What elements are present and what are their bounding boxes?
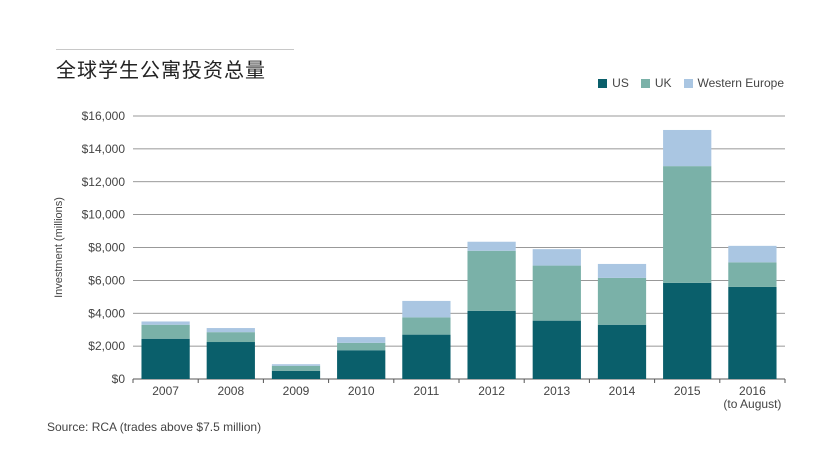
bar-uk (206, 332, 255, 343)
bar-us (597, 324, 647, 379)
y-tick-label: $2,000 (88, 339, 125, 353)
legend-swatch-us (598, 78, 608, 88)
x-tick-label: 2011 (413, 384, 439, 398)
bar-western-europe (728, 245, 777, 263)
y-tick-label: $12,000 (82, 175, 126, 189)
bar-us (337, 350, 386, 379)
bar-uk (597, 277, 647, 325)
bar-us (271, 370, 321, 379)
y-tick-label: $16,000 (82, 109, 126, 123)
bar-western-europe (271, 364, 321, 366)
bar-western-europe (337, 337, 386, 343)
legend-label-us: US (612, 76, 629, 90)
bar-western-europe (402, 300, 451, 318)
bar-uk (402, 317, 451, 335)
y-tick-label: $6,000 (88, 273, 125, 287)
bar-uk (271, 365, 321, 371)
y-tick-label: $8,000 (88, 241, 125, 255)
legend-item-us: US (598, 76, 629, 90)
x-tick-label: 2012 (478, 384, 505, 398)
bar-western-europe (206, 328, 255, 333)
x-tick-label: 2014 (609, 384, 636, 398)
bar-uk (141, 324, 190, 339)
legend-swatch-uk (640, 78, 650, 88)
bar-western-europe (597, 263, 647, 278)
x-tick-label: 2007 (152, 384, 179, 398)
legend-label-western-europe: Western Europe (697, 76, 785, 90)
y-tick-label: $14,000 (82, 142, 126, 156)
source-note: Source: RCA (trades above $7.5 million) (47, 420, 262, 434)
x-tick-label: 2016 (739, 384, 766, 398)
bar-western-europe (532, 249, 581, 266)
bar-uk (337, 342, 386, 351)
bar-us (141, 338, 190, 379)
y-tick-label: $4,000 (88, 306, 125, 320)
y-axis-title: Investment (millions) (53, 197, 65, 298)
x-tick-label: 2010 (348, 384, 375, 398)
chart-legend: US UK Western Europe (598, 76, 784, 90)
x-tick-label: 2015 (674, 384, 701, 398)
bar-uk (728, 262, 777, 287)
x-tick-label: (to August) (723, 397, 781, 411)
bar-us (467, 310, 516, 379)
bar-us (728, 286, 777, 379)
bar-uk (532, 265, 581, 321)
legend-item-western-europe: Western Europe (683, 76, 785, 90)
bar-western-europe (141, 321, 190, 325)
bar-uk (467, 250, 516, 311)
x-tick-label: 2009 (283, 384, 310, 398)
title-rule (56, 49, 294, 50)
x-tick-label: 2013 (543, 384, 570, 398)
x-tick-label: 2008 (217, 384, 244, 398)
legend-swatch-western-europe (683, 78, 693, 88)
bar-us (402, 334, 451, 379)
y-tick-label: $10,000 (82, 208, 126, 222)
chart-title: 全球学生公寓投资总量 (56, 58, 266, 82)
bar-western-europe (467, 241, 516, 251)
bar-us (532, 320, 581, 379)
bar-uk (663, 166, 712, 283)
legend-label-uk: UK (654, 76, 672, 90)
bar-us (663, 282, 712, 379)
bar-western-europe (663, 129, 712, 167)
bar-us (206, 342, 255, 379)
legend-item-uk: UK (640, 76, 672, 90)
y-tick-label: $0 (112, 372, 126, 386)
